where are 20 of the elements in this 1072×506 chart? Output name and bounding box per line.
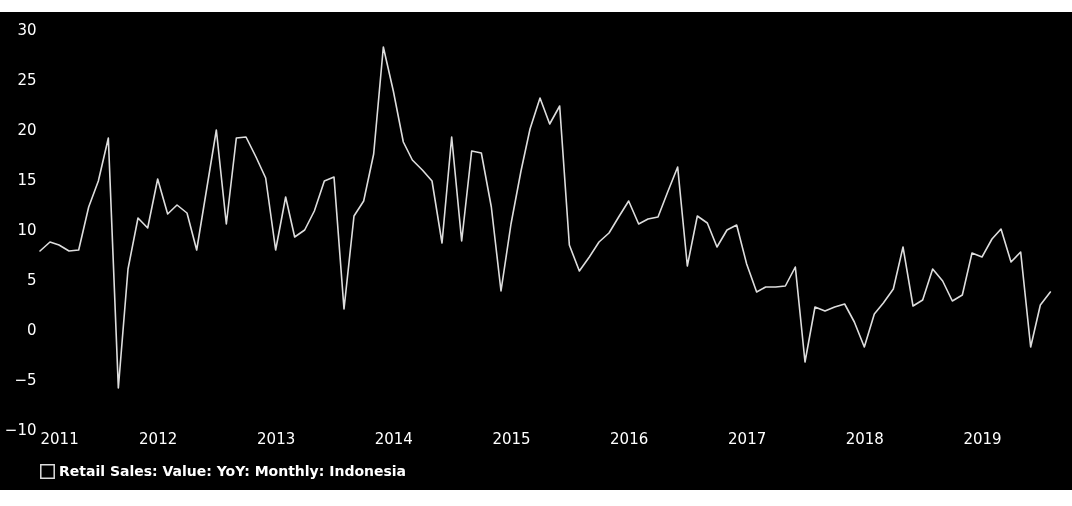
y-tick-label: 10 bbox=[17, 220, 37, 239]
x-tick-label: 2017 bbox=[728, 429, 767, 448]
legend-label: Retail Sales: Value: YoY: Monthly: Indonesia bbox=[59, 462, 407, 479]
y-tick-label: −5 bbox=[14, 370, 37, 389]
line-series bbox=[39, 46, 1052, 389]
y-tick-label: 20 bbox=[17, 120, 37, 139]
y-tick-label: 5 bbox=[26, 270, 37, 289]
x-tick-label: 2018 bbox=[845, 429, 884, 448]
x-tick-label: 2011 bbox=[40, 429, 79, 448]
x-tick-label: 2019 bbox=[963, 429, 1002, 448]
x-tick-label: 2014 bbox=[374, 429, 413, 448]
y-tick-label: −10 bbox=[4, 420, 37, 439]
y-tick-label: 0 bbox=[26, 320, 37, 339]
y-tick-label: 15 bbox=[17, 170, 37, 189]
x-tick-label: 2013 bbox=[257, 429, 296, 448]
x-tick-label: 2012 bbox=[139, 429, 178, 448]
x-tick-label: 2016 bbox=[610, 429, 649, 448]
x-tick-label: 2015 bbox=[492, 429, 531, 448]
y-tick-label: 30 bbox=[17, 20, 37, 39]
y-tick-label: 25 bbox=[17, 70, 37, 89]
